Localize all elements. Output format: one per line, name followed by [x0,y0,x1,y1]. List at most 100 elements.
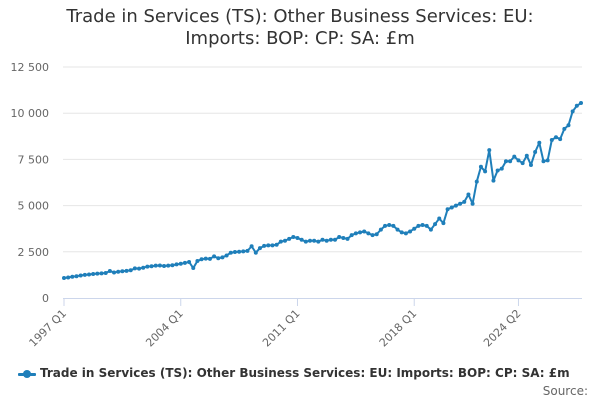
data-point[interactable] [249,244,254,249]
data-point[interactable] [366,231,371,236]
data-point[interactable] [453,203,458,208]
data-point[interactable] [424,223,429,228]
data-point[interactable] [345,236,350,241]
data-point[interactable] [445,207,450,212]
data-point[interactable] [370,233,375,238]
data-point[interactable] [416,223,421,228]
data-point[interactable] [145,264,150,269]
data-point[interactable] [374,232,379,237]
data-point[interactable] [516,158,521,163]
data-point[interactable] [358,230,363,235]
data-point[interactable] [437,216,442,221]
data-point[interactable] [412,226,417,231]
data-point[interactable] [420,223,425,228]
data-point[interactable] [312,238,317,243]
data-point[interactable] [403,231,408,236]
data-point[interactable] [87,272,92,277]
data-point[interactable] [428,227,433,232]
data-point[interactable] [149,264,154,269]
data-point[interactable] [278,239,283,244]
data-point[interactable] [237,249,242,254]
data-point[interactable] [395,227,400,232]
data-point[interactable] [220,255,225,260]
data-point[interactable] [199,257,204,262]
data-point[interactable] [524,153,529,158]
data-point[interactable] [333,237,338,242]
data-point[interactable] [533,150,538,155]
data-point[interactable] [74,274,79,279]
data-point[interactable] [316,239,321,244]
data-point[interactable] [232,249,237,254]
data-point[interactable] [228,250,233,255]
data-point[interactable] [266,243,271,248]
data-point[interactable] [195,259,200,264]
data-point[interactable] [78,273,83,278]
data-point[interactable] [466,192,471,197]
data-point[interactable] [207,256,212,261]
data-point[interactable] [157,263,162,268]
data-point[interactable] [387,223,392,228]
data-point[interactable] [470,201,475,206]
data-point[interactable] [303,239,308,244]
data-point[interactable] [520,161,525,166]
data-point[interactable] [549,137,554,142]
data-point[interactable] [178,261,183,266]
data-point[interactable] [120,269,125,274]
data-point[interactable] [399,230,404,235]
data-point[interactable] [528,162,533,167]
data-point[interactable] [282,238,287,243]
data-point[interactable] [203,256,208,261]
data-point[interactable] [132,266,137,271]
data-point[interactable] [124,268,129,273]
data-point[interactable] [274,242,279,247]
data-point[interactable] [558,137,563,142]
data-point[interactable] [70,274,75,279]
data-point[interactable] [291,235,296,240]
data-point[interactable] [324,238,329,243]
data-point[interactable] [391,223,396,228]
legend[interactable]: Trade in Services (TS): Other Business S… [0,365,600,385]
legend-label[interactable]: Trade in Services (TS): Other Business S… [40,366,570,380]
data-point[interactable] [245,248,250,253]
data-point[interactable] [287,236,292,241]
series-layer[interactable] [62,101,583,281]
data-point[interactable] [553,135,558,140]
data-point[interactable] [82,272,87,277]
data-point[interactable] [562,126,567,131]
data-point[interactable] [574,103,579,108]
data-point[interactable] [174,262,179,267]
data-point[interactable] [537,140,542,145]
data-point[interactable] [107,269,112,274]
data-point[interactable] [270,243,275,248]
data-point[interactable] [512,154,517,159]
data-point[interactable] [182,260,187,265]
data-point[interactable] [458,201,463,206]
data-point[interactable] [462,199,467,204]
data-point[interactable] [99,271,104,276]
data-point[interactable] [241,249,246,254]
data-point[interactable] [262,243,267,248]
data-point[interactable] [191,266,196,271]
data-point[interactable] [491,178,496,183]
data-point[interactable] [224,253,229,258]
data-point[interactable] [570,109,575,114]
data-point[interactable] [449,205,454,210]
data-point[interactable] [62,276,66,281]
data-point[interactable] [116,269,121,274]
data-point[interactable] [212,254,217,259]
data-point[interactable] [153,263,158,268]
data-point[interactable] [495,168,500,173]
data-point[interactable] [474,179,479,184]
data-point[interactable] [579,101,583,106]
data-point[interactable] [478,164,483,169]
data-point[interactable] [166,263,171,268]
data-point[interactable] [566,123,571,128]
data-point[interactable] [441,221,446,226]
data-point[interactable] [137,266,142,271]
data-point[interactable] [378,227,383,232]
data-point[interactable] [545,158,550,163]
data-point[interactable] [541,159,546,164]
data-point[interactable] [383,223,388,228]
data-point[interactable] [257,246,262,251]
data-point[interactable] [341,235,346,240]
